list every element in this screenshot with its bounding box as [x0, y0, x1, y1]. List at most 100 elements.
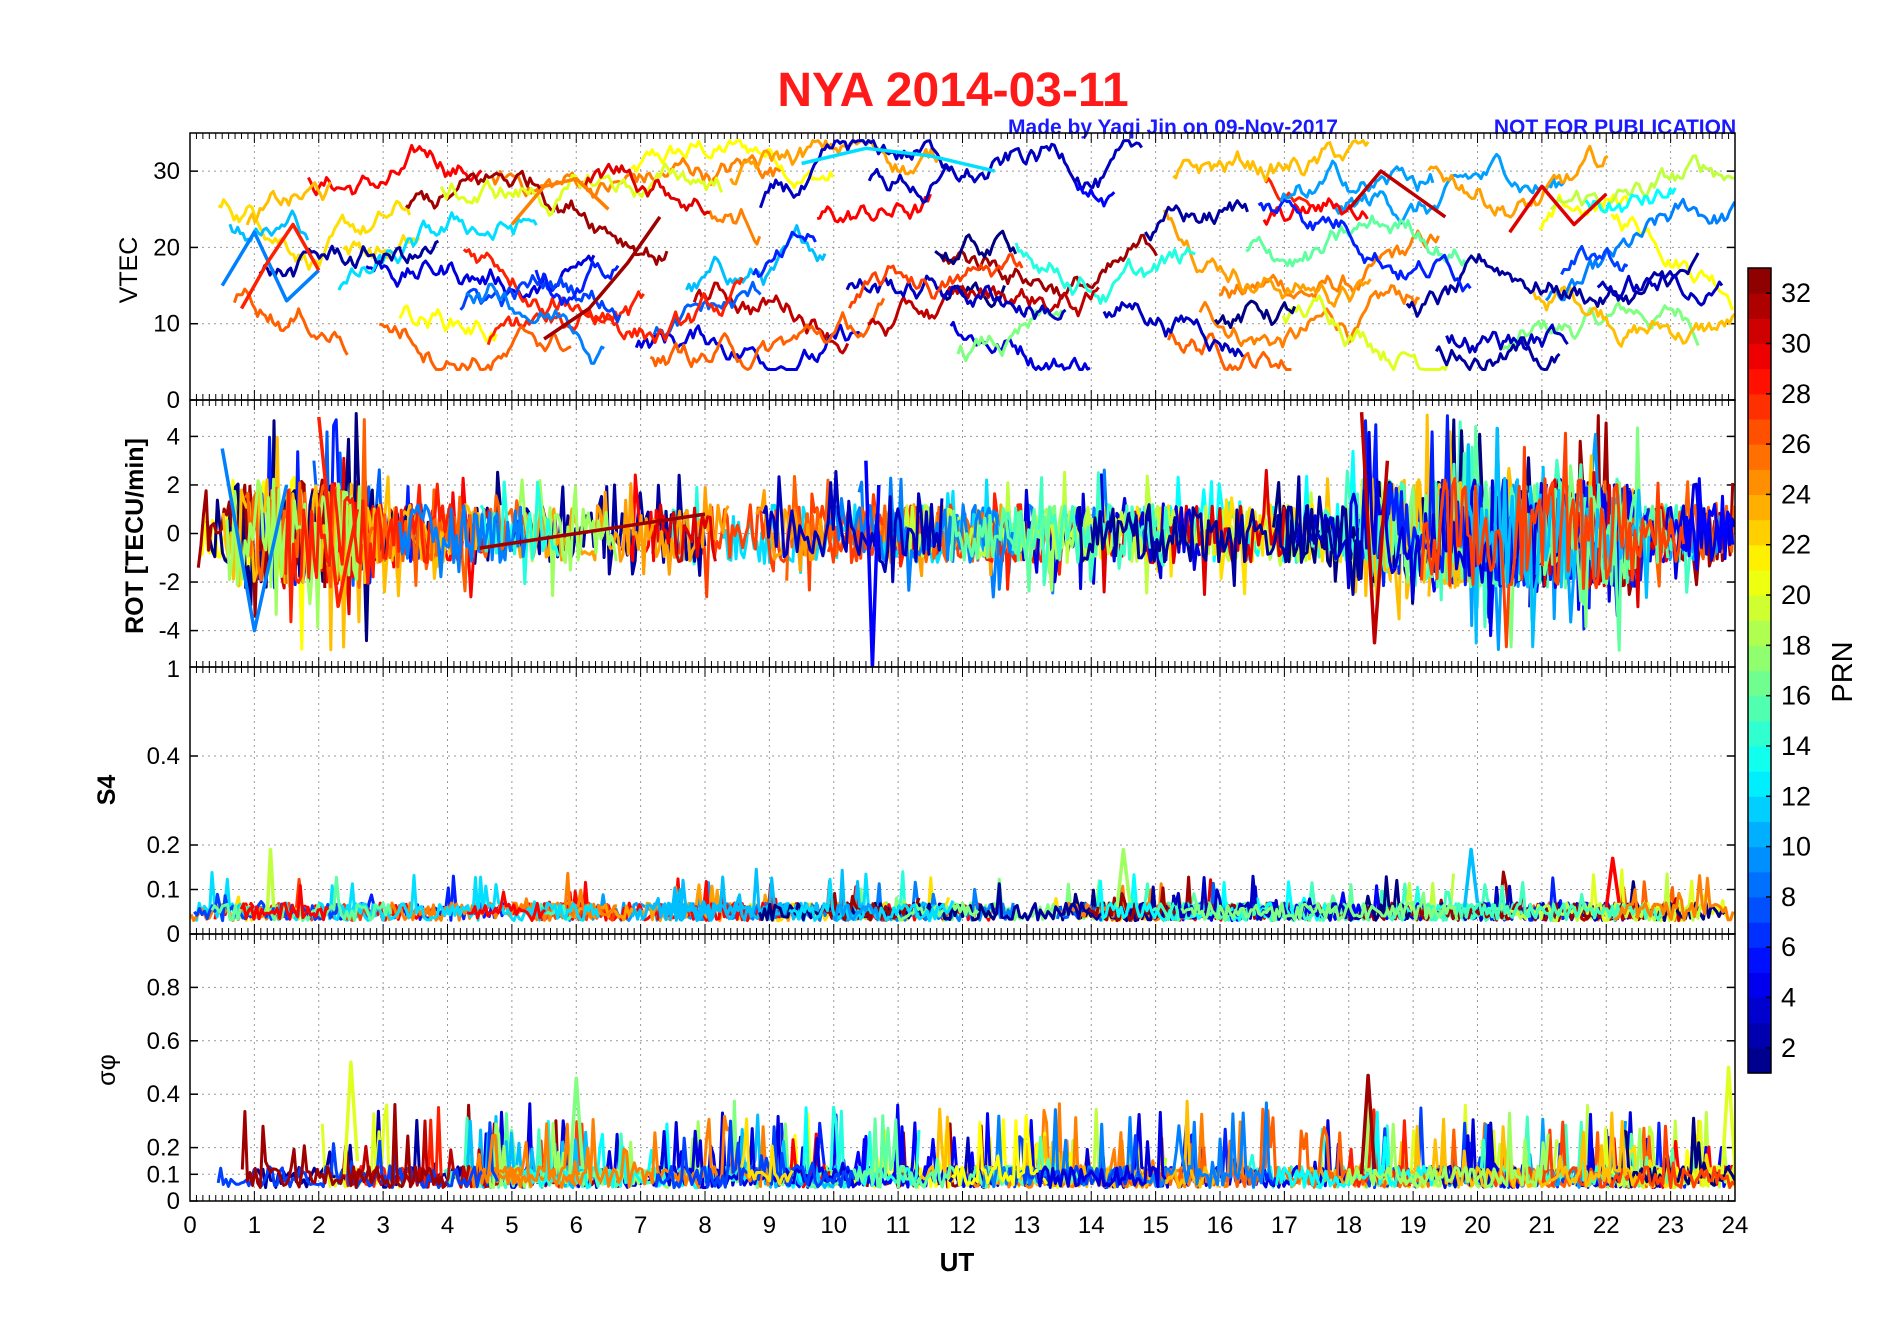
rot-panel: -4 -2 0 2 4	[159, 399, 1736, 668]
prn-12-trace	[801, 146, 996, 173]
colorbar-tick-label: 12	[1781, 781, 1811, 811]
y-label-sigma-phi: σφ	[93, 1054, 121, 1086]
x-tick-label: 10	[820, 1212, 847, 1239]
colorbar-band	[1748, 1022, 1771, 1049]
colorbar-label: PRN	[1827, 641, 1859, 702]
prn-trace	[651, 503, 717, 564]
prn-trace	[466, 890, 547, 922]
y-axis-labels: VTEC ROT [TECU/min] S4 σφ	[93, 237, 149, 1086]
y-tick-label: 0.1	[147, 1161, 180, 1188]
prn-trace	[867, 139, 1143, 204]
y-tick-label: 0	[167, 387, 180, 414]
trace-group	[190, 847, 1735, 923]
y-tick-label: 10	[153, 311, 180, 338]
colorbar-band	[1748, 871, 1771, 898]
prn-32-trace	[1359, 1073, 1377, 1175]
prn-trace	[634, 323, 863, 371]
prn-trace	[583, 162, 711, 216]
prn-trace	[1171, 874, 1362, 922]
x-tick-label: 17	[1271, 1212, 1298, 1239]
vtec-panel: 0 10 20 30	[153, 132, 1736, 414]
x-tick-label: 7	[634, 1212, 647, 1239]
colorbar-tick-label: 24	[1781, 479, 1811, 509]
prn-trace	[1501, 301, 1700, 351]
prn-trace	[1167, 330, 1292, 371]
y-tick-label: -4	[159, 618, 180, 645]
prn-trace	[630, 867, 809, 922]
trace-group	[217, 139, 1735, 371]
x-tick-label: 11	[886, 1212, 911, 1239]
x-tick-label: 5	[505, 1212, 518, 1239]
prn-trace	[1218, 229, 1440, 300]
y-tick-label: 0	[167, 521, 180, 548]
prn-11-trace	[1462, 847, 1480, 908]
prn-trace	[398, 304, 498, 343]
colorbar-tick-label: 14	[1781, 731, 1811, 761]
y-tick-label: -2	[159, 569, 180, 596]
x-tick-label: 21	[1529, 1212, 1556, 1239]
colorbar-band	[1748, 393, 1771, 420]
colorbar-tick-label: 6	[1781, 932, 1796, 962]
prn-trace	[1163, 209, 1372, 308]
prn-trace	[196, 478, 327, 618]
y-tick-label: 0.2	[147, 1135, 180, 1162]
colorbar-band	[1748, 821, 1771, 848]
prn-trace	[1172, 139, 1370, 183]
chart-title: NYA 2014-03-11	[777, 64, 1128, 117]
x-axis: 0 1 2 3 4 5 6 7 8 9 10 11 12 13 14 15 16 17 18 19 20 21 22 23 24	[183, 1212, 1748, 1239]
prn-trace	[405, 169, 669, 266]
y-tick-label: 0.6	[147, 1028, 180, 1055]
x-tick-label: 12	[949, 1212, 976, 1239]
prn-trace	[1257, 198, 1472, 293]
colorbar-band	[1748, 645, 1771, 672]
colorbar-band	[1748, 947, 1771, 973]
prn-trace	[1584, 187, 1677, 214]
x-tick-label: 23	[1657, 1212, 1684, 1239]
prn-31-trace	[1359, 412, 1390, 645]
colorbar-band	[1748, 896, 1771, 923]
colorbar-frame	[1747, 267, 1772, 1074]
x-axis-label: UT	[940, 1247, 975, 1277]
colorbar-band	[1748, 444, 1771, 470]
prn-trace	[1445, 323, 1569, 354]
x-tick-label: 1	[248, 1212, 261, 1239]
prn-trace	[491, 154, 782, 199]
prn-trace	[1560, 244, 1629, 276]
prn-trace	[752, 230, 817, 278]
prn-trace	[1180, 891, 1459, 922]
prn-28-trace	[239, 222, 321, 310]
prn-trace	[1434, 336, 1561, 371]
colorbar-band	[1748, 318, 1771, 345]
y-tick-label: 1	[167, 656, 180, 683]
prn-trace	[758, 139, 952, 209]
prn-trace	[1279, 159, 1435, 202]
prn-trace	[1544, 197, 1735, 302]
colorbar-tick-label: 26	[1781, 429, 1811, 459]
colorbar-band	[1748, 469, 1771, 496]
y-label-rot: ROT [TECU/min]	[121, 438, 149, 634]
prn-trace	[729, 139, 943, 186]
prn-18-trace	[1115, 847, 1132, 908]
prn-trace	[365, 254, 596, 299]
x-tick-label: 8	[698, 1212, 711, 1239]
prn-trace	[232, 287, 349, 356]
prn-20-trace	[1720, 1065, 1735, 1175]
prn-trace	[668, 886, 715, 921]
prn-trace	[1489, 1120, 1735, 1189]
colorbar-band	[1748, 544, 1771, 571]
prn-trace	[338, 873, 601, 922]
colorbar-tick-label: 18	[1781, 630, 1811, 660]
y-tick-label: 0.4	[147, 1081, 180, 1108]
prn-trace	[1427, 144, 1609, 219]
colorbar-band	[1748, 620, 1771, 646]
prn-trace	[848, 253, 1024, 309]
prn-trace	[1614, 874, 1735, 922]
colorbar-band	[1748, 997, 1771, 1024]
prn-trace	[740, 1117, 794, 1186]
trace-group	[196, 412, 1735, 667]
prn-trace	[831, 902, 880, 922]
y-tick-label: 0.8	[147, 974, 180, 1001]
y-tick-label: 0.4	[147, 743, 180, 770]
x-tick-label: 22	[1593, 1212, 1620, 1239]
